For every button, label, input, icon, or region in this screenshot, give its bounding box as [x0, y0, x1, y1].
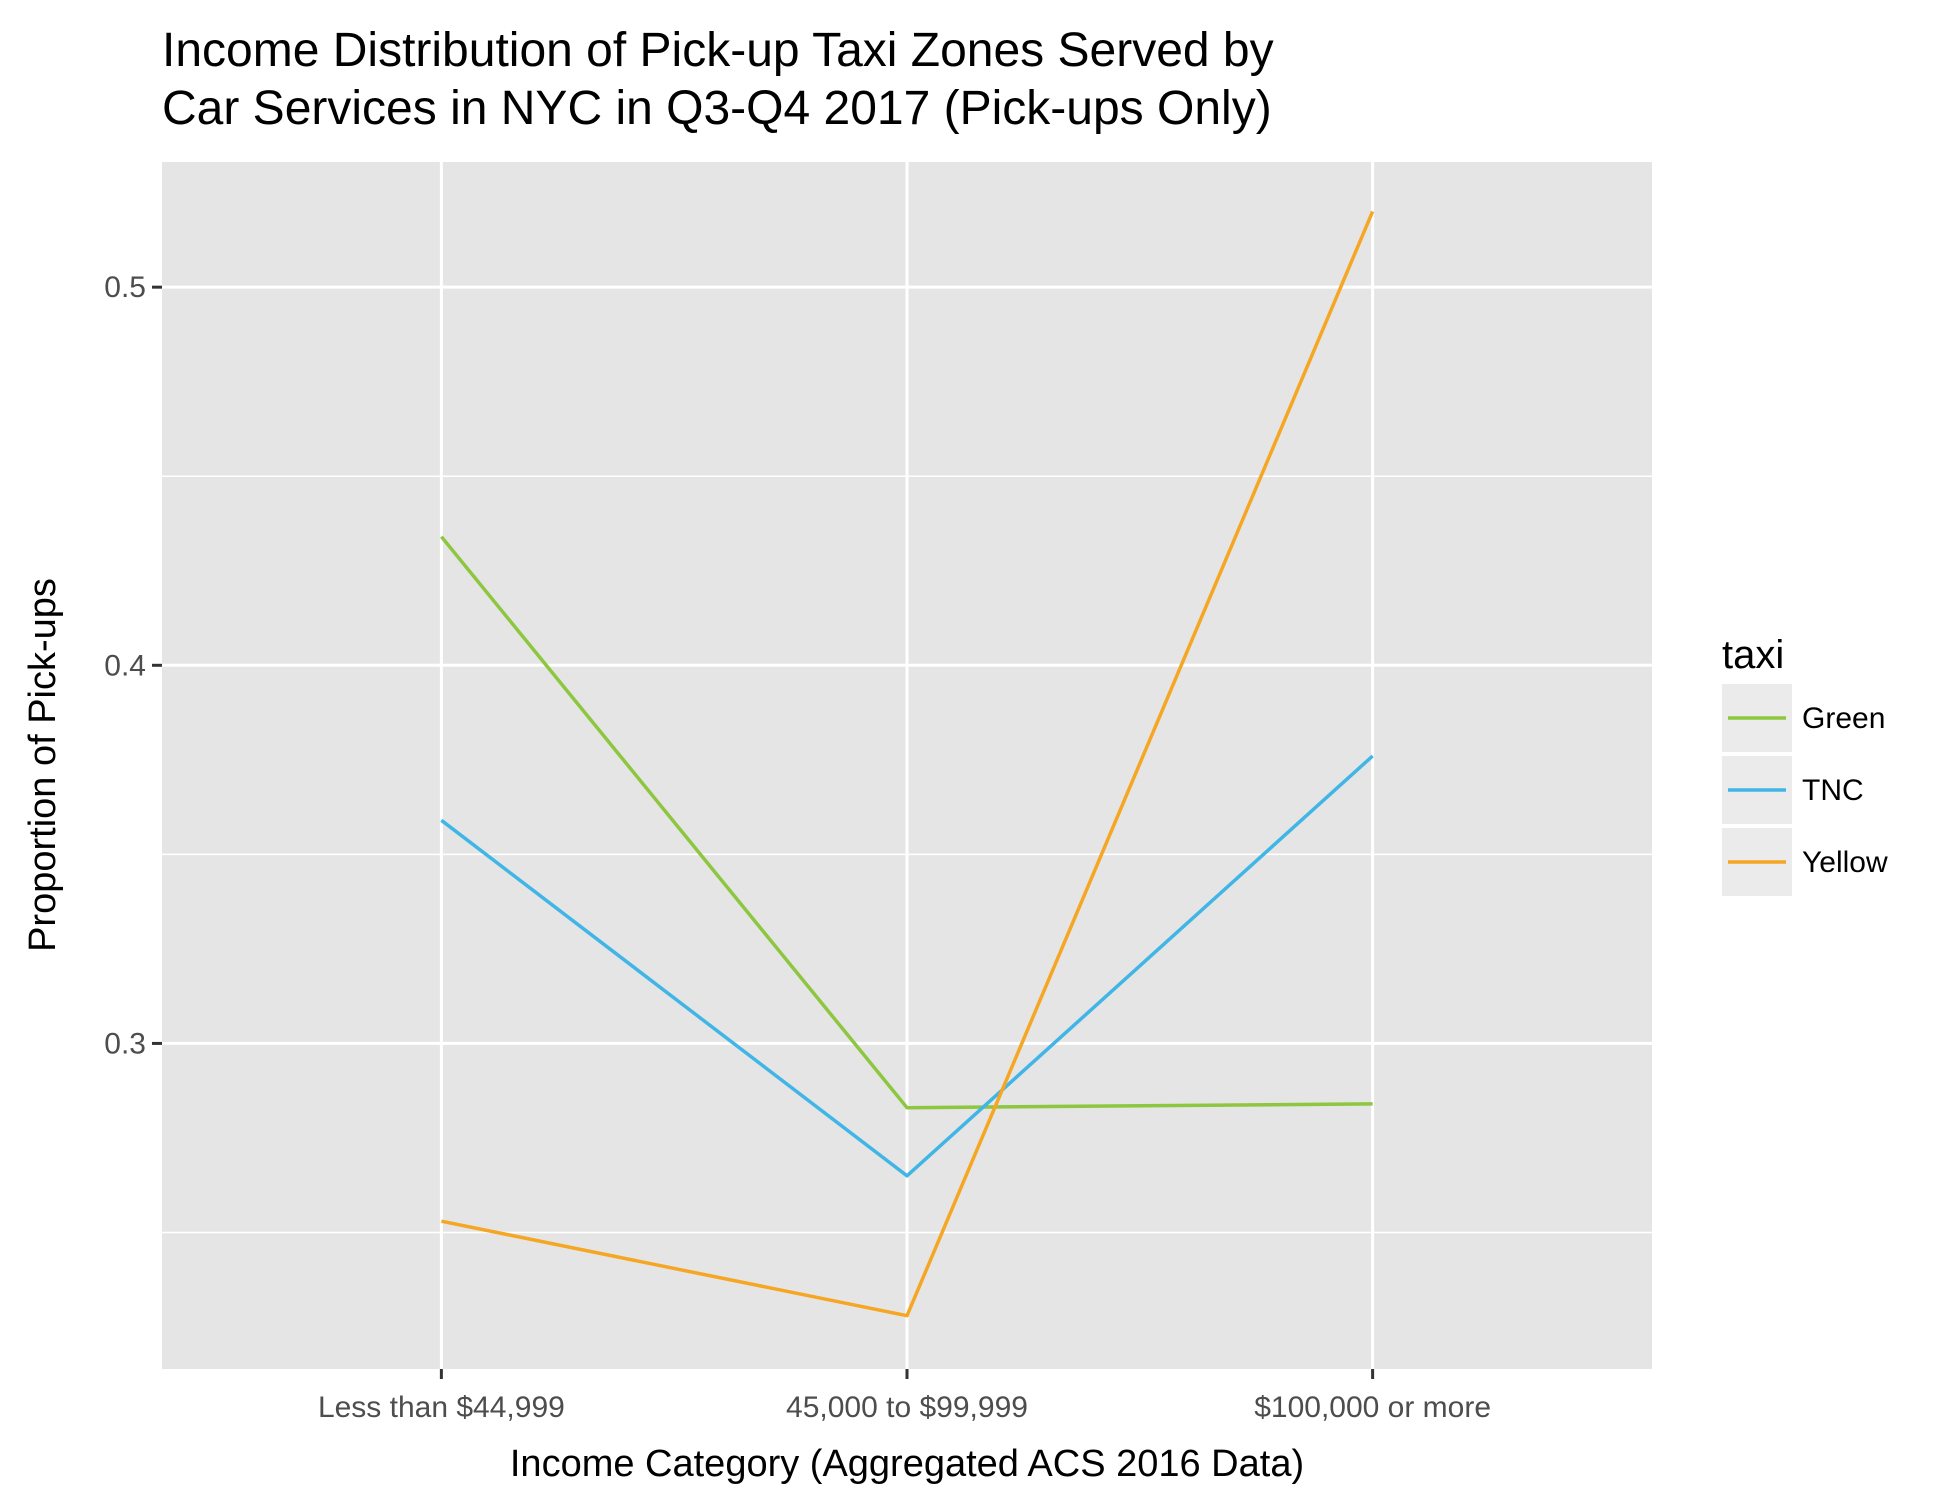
series-line-green — [440, 535, 1373, 1110]
x-tick-label-0: Less than $44,999 — [318, 1391, 565, 1424]
y-tick-label-0: 0.3 — [104, 1027, 146, 1060]
series-line-tnc — [440, 754, 1374, 1178]
legend-label-green: Green — [1802, 702, 1885, 735]
legend: taxi Green TNC Yellow — [1722, 633, 1888, 896]
x-tick-label-1: 45,000 to $99,999 — [786, 1391, 1028, 1424]
chart-title-line-1: Income Distribution of Pick-up Taxi Zone… — [162, 24, 1274, 77]
y-axis: 0.3 0.4 0.5 — [104, 271, 162, 1060]
legend-label-tnc: TNC — [1802, 774, 1864, 807]
legend-label-yellow: Yellow — [1802, 846, 1888, 879]
series-lines — [440, 210, 1375, 1318]
x-axis: Less than $44,999 45,000 to $99,999 $100,0… — [318, 1369, 1491, 1424]
y-tick-label-1: 0.4 — [104, 649, 146, 682]
major-gridlines — [162, 162, 1652, 1369]
series-line-yellow — [441, 210, 1375, 1318]
y-tick-label-2: 0.5 — [104, 271, 146, 304]
x-axis-title: Income Category (Aggregated ACS 2016 Dat… — [510, 1443, 1304, 1485]
x-tick-label-2: $100,000 or more — [1254, 1391, 1491, 1424]
chart-title-line-2: Car Services in NYC in Q3-Q4 2017 (Pick-… — [162, 82, 1272, 135]
y-axis-title: Proportion of Pick-ups — [22, 578, 64, 952]
chart-title: Income Distribution of Pick-up Taxi Zone… — [162, 24, 1274, 135]
legend-title: taxi — [1722, 633, 1784, 677]
